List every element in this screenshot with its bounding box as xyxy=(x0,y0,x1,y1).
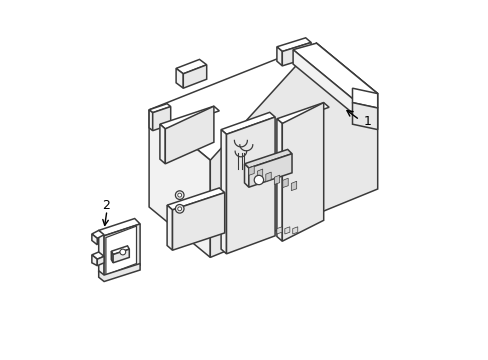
Polygon shape xyxy=(291,181,296,190)
Polygon shape xyxy=(165,106,213,164)
Circle shape xyxy=(178,193,181,197)
Circle shape xyxy=(254,175,263,185)
Polygon shape xyxy=(99,264,140,282)
Polygon shape xyxy=(111,251,113,263)
Polygon shape xyxy=(152,107,170,131)
Polygon shape xyxy=(176,68,183,88)
Polygon shape xyxy=(160,124,165,164)
Polygon shape xyxy=(248,166,254,175)
Polygon shape xyxy=(221,130,226,254)
Polygon shape xyxy=(111,246,129,255)
Polygon shape xyxy=(210,43,377,257)
Polygon shape xyxy=(244,164,248,187)
Polygon shape xyxy=(257,169,262,178)
Circle shape xyxy=(120,249,125,255)
Polygon shape xyxy=(292,43,377,100)
Polygon shape xyxy=(113,249,129,263)
Polygon shape xyxy=(248,154,291,187)
Polygon shape xyxy=(99,230,104,277)
Polygon shape xyxy=(104,224,140,277)
Polygon shape xyxy=(352,103,377,130)
Polygon shape xyxy=(160,106,219,129)
Polygon shape xyxy=(167,188,224,210)
Polygon shape xyxy=(265,172,271,181)
Polygon shape xyxy=(92,234,97,245)
Polygon shape xyxy=(149,43,377,160)
Polygon shape xyxy=(282,42,310,66)
Polygon shape xyxy=(276,47,282,66)
Polygon shape xyxy=(149,110,210,257)
Circle shape xyxy=(175,191,183,199)
Polygon shape xyxy=(276,227,282,234)
Polygon shape xyxy=(221,112,275,134)
Polygon shape xyxy=(352,88,377,108)
Polygon shape xyxy=(226,117,275,254)
Polygon shape xyxy=(284,227,289,234)
Polygon shape xyxy=(292,50,354,114)
Polygon shape xyxy=(282,178,287,188)
Polygon shape xyxy=(274,175,279,184)
Polygon shape xyxy=(99,219,140,236)
Polygon shape xyxy=(149,104,170,113)
Polygon shape xyxy=(97,256,104,266)
Polygon shape xyxy=(276,38,310,51)
Polygon shape xyxy=(172,193,224,250)
Text: 1: 1 xyxy=(363,115,371,128)
Polygon shape xyxy=(183,65,206,88)
Polygon shape xyxy=(167,205,172,250)
Polygon shape xyxy=(276,119,282,241)
Polygon shape xyxy=(176,59,206,74)
Polygon shape xyxy=(149,110,152,131)
Polygon shape xyxy=(244,149,291,168)
Polygon shape xyxy=(282,103,323,241)
Polygon shape xyxy=(292,227,297,234)
Text: 2: 2 xyxy=(102,199,110,212)
Polygon shape xyxy=(276,103,328,123)
Polygon shape xyxy=(92,230,104,238)
Polygon shape xyxy=(106,226,136,275)
Circle shape xyxy=(175,204,183,213)
Polygon shape xyxy=(92,255,97,266)
Circle shape xyxy=(178,207,181,211)
Polygon shape xyxy=(92,252,104,259)
